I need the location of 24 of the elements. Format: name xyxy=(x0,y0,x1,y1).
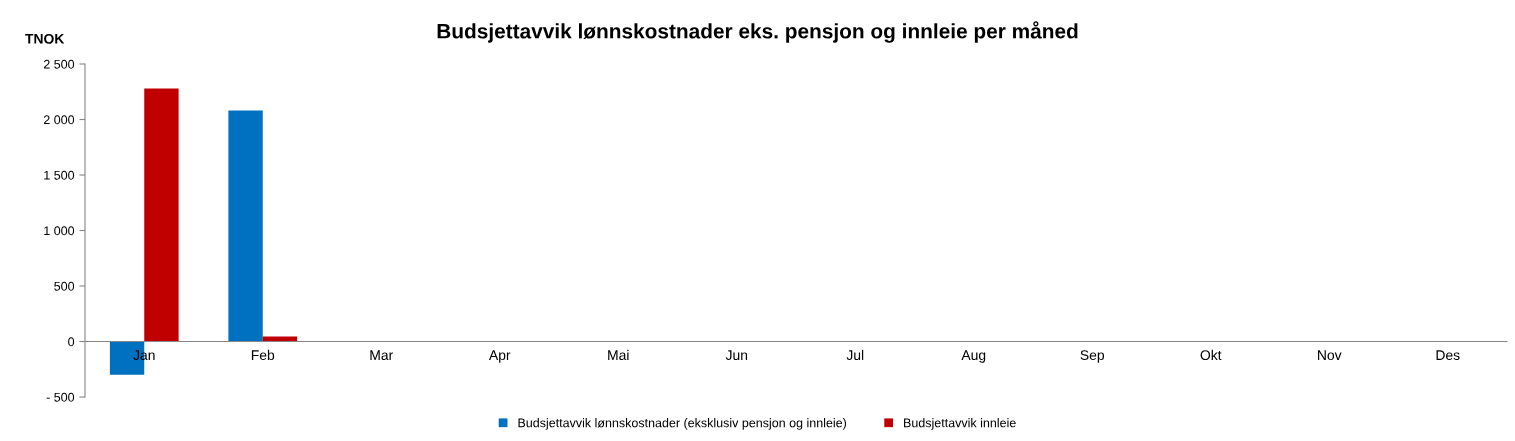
y-tick-label: 500 xyxy=(54,281,75,291)
legend-label: Budsjettavvik lønnskostnader (eksklusiv pensjon og innleie) xyxy=(518,418,847,430)
y-axis-title: TNOK xyxy=(25,33,65,44)
y-tick-label: 1 500 xyxy=(44,170,75,180)
legend-label: Budsjettavvik innleie xyxy=(904,418,1016,430)
x-tick-label: Okt xyxy=(1200,349,1222,361)
y-tick-label: 2 500 xyxy=(43,59,75,69)
x-tick-label: Des xyxy=(1436,350,1460,361)
x-tick-label: Apr xyxy=(488,350,511,363)
y-tick-label: 1 000 xyxy=(44,226,75,236)
x-tick-label: Sep xyxy=(1080,350,1105,363)
x-tick-label: Nov xyxy=(1318,350,1342,361)
x-tick-label: Jul xyxy=(846,349,864,361)
x-tick-label: Jun xyxy=(725,350,748,361)
x-tick-label: Aug xyxy=(961,350,986,363)
chart-title: Budsjettavvik lønnskostnader eks. pensjon og innleie per måned xyxy=(437,21,1078,43)
x-tick-label: Feb xyxy=(251,349,275,361)
y-tick-label: - 500 xyxy=(46,392,75,402)
bar xyxy=(228,110,263,342)
bar xyxy=(144,88,179,342)
x-tick-label: Mai xyxy=(608,349,629,361)
x-tick-label: Mar xyxy=(370,350,393,361)
y-tick-label: 2 000 xyxy=(43,115,75,125)
y-tick-label: 0 xyxy=(68,337,75,347)
